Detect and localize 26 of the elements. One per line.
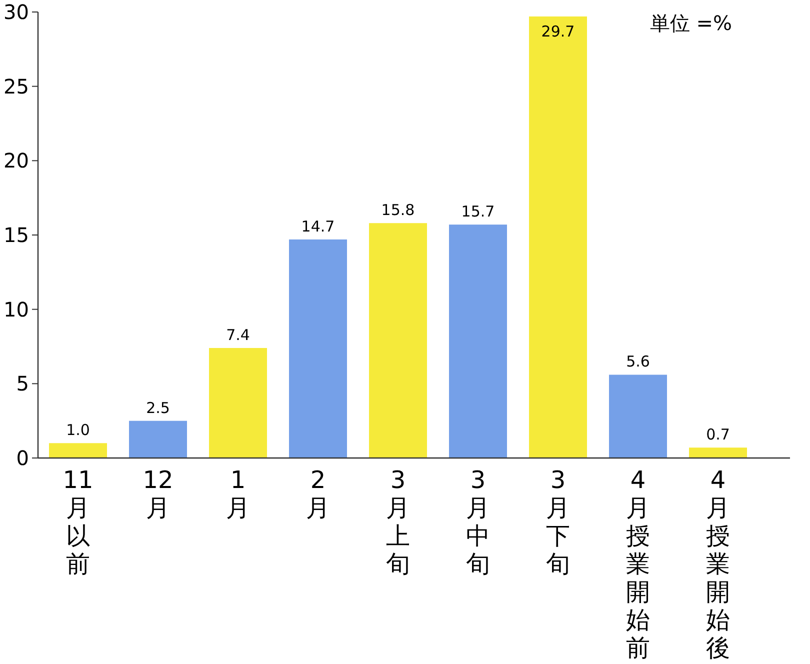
- data-label: 14.7: [301, 217, 335, 236]
- y-tick-label: 25: [4, 74, 29, 98]
- y-tick-label: 30: [4, 0, 29, 24]
- y-tick-label: 5: [16, 372, 29, 396]
- data-label: 5.6: [626, 352, 650, 371]
- x-tick-label: 4月授業開始前: [626, 466, 650, 662]
- x-tick-label: 3月中旬: [466, 466, 490, 578]
- data-label: 29.7: [541, 22, 575, 40]
- data-label: 1.0: [66, 421, 90, 440]
- data-label: 15.7: [461, 202, 495, 221]
- data-label: 15.8: [381, 201, 415, 220]
- x-tick-label: 11月以前: [62, 466, 94, 578]
- data-label: 2.5: [146, 398, 170, 417]
- x-tick-label: 2月: [306, 466, 330, 522]
- y-tick-label: 20: [4, 148, 29, 173]
- x-tick-label: 3月下旬: [546, 466, 570, 578]
- y-tick-label: 15: [4, 223, 29, 247]
- y-tick-label: 10: [4, 297, 29, 322]
- x-tick-label: 3月上旬: [386, 466, 410, 578]
- x-tick-label: 1月: [226, 466, 250, 522]
- data-label: 7.4: [226, 326, 250, 344]
- data-label: 0.7: [706, 426, 730, 444]
- x-tick-label: 12月: [142, 466, 174, 522]
- annotation: 単位 =%: [650, 11, 732, 35]
- y-tick-label: 0: [16, 446, 29, 470]
- x-tick-label: 4月授業開始後: [706, 466, 730, 662]
